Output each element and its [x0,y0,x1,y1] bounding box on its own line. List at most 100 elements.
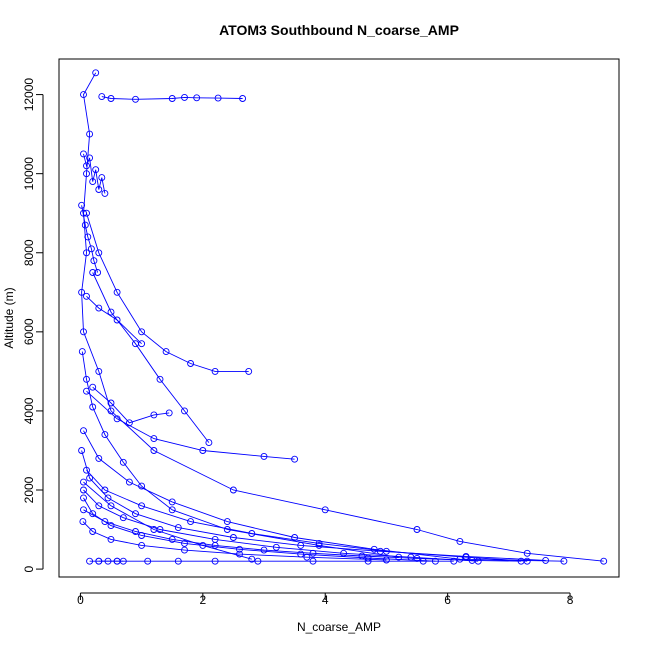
data-point [83,375,90,383]
data-point [297,541,305,549]
series-10 [86,557,127,565]
x-tick-label: 2 [199,593,206,607]
data-point [132,510,139,518]
series-1 [98,93,247,103]
data-point [92,166,100,174]
data-point [260,452,268,460]
data-point [132,95,139,103]
data-point [303,553,311,561]
data-point [95,502,103,510]
data-point [382,556,390,564]
series-line [81,450,546,561]
x-axis: 0 2 4 6 8 [77,592,574,607]
data-point [174,524,182,532]
data-point [138,541,146,549]
series-12 [80,506,525,565]
data-point [181,539,188,547]
data-point [523,549,531,557]
y-axis-label: Altitude (m) [2,287,16,348]
y-tick-label: 12000 [22,78,36,112]
data-point [95,249,103,257]
data-point [98,174,106,182]
data-point [181,407,188,415]
data-point [254,557,262,565]
series-5 [80,427,568,565]
data-point [95,454,103,462]
data-point [132,528,139,535]
data-point [517,557,525,565]
data-point [86,130,94,138]
data-point [187,360,195,367]
data-point [150,435,158,443]
data-point [95,367,103,375]
x-tick-label: 6 [444,593,451,607]
data-point [600,557,608,565]
data-point [78,201,86,209]
data-point [78,348,86,356]
data-point [138,502,146,510]
data-point [211,367,219,375]
data-point [107,308,115,316]
data-point [150,526,158,533]
data-point [450,557,458,565]
data-point [80,494,87,502]
data-point [150,447,158,454]
data-point [156,375,164,383]
data-point [78,288,86,296]
y-tick-label: 8000 [22,239,36,266]
series-8 [80,494,439,565]
series-17 [78,348,403,561]
data-point [80,427,87,435]
data-point [98,93,106,101]
data-point [119,514,127,522]
data-point [92,69,100,77]
series-9 [95,557,458,565]
data-point [107,502,115,510]
data-point [119,557,127,565]
series-11 [80,478,256,563]
y-tick-label: 6000 [22,318,36,345]
data-point [321,506,329,514]
series-line [86,390,295,460]
data-point [80,506,87,514]
data-point [101,431,109,439]
data-point [79,518,87,526]
data-point [80,328,87,336]
data-point [560,557,568,565]
series-3 [89,269,213,447]
data-point [462,552,470,560]
series-line [81,72,604,562]
data-point [83,292,90,300]
data-point [211,557,219,565]
data-point [199,541,207,549]
data-point [83,170,90,178]
data-point [309,557,317,565]
data-point [138,482,146,490]
data-point [193,94,201,102]
series-14 [89,383,173,427]
data-point [236,550,243,558]
series-line [92,386,170,424]
x-tick-label: 8 [567,593,574,607]
series-line [83,430,564,562]
series-line [86,295,142,345]
data-point [138,340,146,348]
data-point [309,549,317,557]
data-point [199,447,207,454]
series-line [83,497,436,562]
series-line [86,469,528,562]
data-point [107,522,115,530]
series-line [83,481,252,560]
data-point [168,535,176,543]
data-point [239,95,247,102]
data-point [87,245,95,253]
data-point [245,367,253,375]
data-point [456,537,464,545]
data-point [89,528,97,535]
x-axis-label: N_coarse_AMP [297,620,381,634]
data-point [107,535,115,543]
data-point [89,178,97,186]
data-point [81,221,89,229]
data-point [89,383,97,391]
data-point [395,553,403,561]
